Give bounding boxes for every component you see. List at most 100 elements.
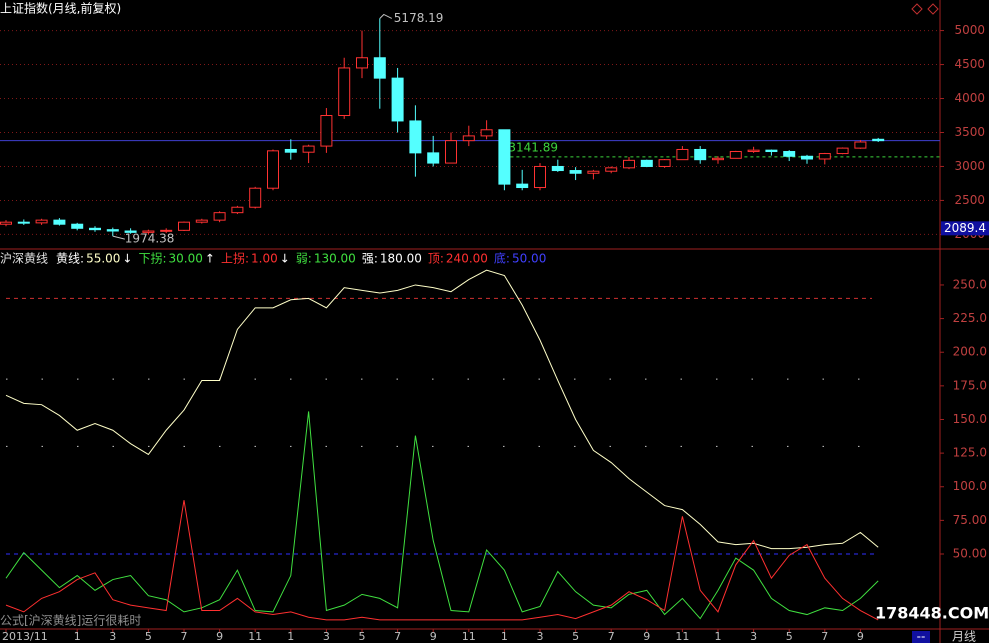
- legend-text: 180.00: [380, 252, 422, 266]
- candle-body: [338, 67, 351, 117]
- cursor-label: 2089.4: [944, 221, 986, 235]
- x-tick-label: 2013/11: [2, 630, 48, 643]
- status-text: 公式[沪深黄线]运行很耗时: [0, 614, 141, 628]
- candle-body: [534, 165, 546, 189]
- legend-text: 130.00: [314, 252, 356, 266]
- cursor-box: [941, 221, 989, 236]
- x-tick-label: 9: [430, 630, 437, 643]
- window-icon[interactable]: [927, 3, 939, 15]
- indicator-line: [5, 500, 879, 621]
- y-tick-label: 3500: [954, 125, 985, 139]
- y-tick-label: 2500: [954, 193, 985, 207]
- candle-body: [124, 230, 137, 233]
- candle-body: [160, 229, 173, 232]
- legend-text: 黄线:: [56, 252, 84, 266]
- candle-body: [623, 159, 635, 169]
- legend-text: 50.00: [512, 252, 546, 266]
- candle-body: [356, 57, 368, 69]
- legend-text: ↓: [280, 252, 290, 266]
- candle-body: [747, 149, 760, 153]
- candle-body: [89, 227, 101, 231]
- legend-text: 沪深黄线: [0, 252, 48, 266]
- legend-text: 上拐:: [221, 251, 249, 266]
- candle-body: [320, 115, 333, 147]
- x-tick-label: 7: [608, 630, 615, 643]
- candle-body: [71, 223, 84, 229]
- x-tick-label: 9: [857, 630, 864, 643]
- x-tick-label: 5: [145, 630, 152, 643]
- candle-body: [498, 129, 511, 185]
- candle-body: [427, 152, 440, 164]
- chart-title: 上证指数(月线,前复权): [0, 1, 121, 16]
- x-tick-label: 11: [462, 630, 476, 643]
- reference-label: 3141.89: [508, 140, 558, 154]
- legend-text: 下拐:: [138, 251, 166, 266]
- max-pointer: [379, 13, 393, 19]
- y-tick-label: 200.0: [953, 345, 987, 359]
- candle-body: [836, 147, 849, 155]
- candle-body: [17, 221, 30, 224]
- candle-body: [391, 77, 404, 122]
- x-tick-label: 3: [109, 630, 116, 643]
- window-icon[interactable]: [911, 3, 923, 15]
- x-tick-label: 1: [74, 630, 81, 643]
- candle-body: [783, 151, 796, 157]
- legend-text: 30.00: [169, 252, 203, 266]
- period-label[interactable]: 月线: [952, 630, 976, 643]
- placeholder-box[interactable]: [912, 631, 930, 643]
- watermark: 178448.COM: [875, 604, 989, 623]
- candle-body: [480, 129, 493, 137]
- x-tick-label: 11: [675, 630, 689, 643]
- y-tick-label: 100.0: [953, 479, 987, 493]
- candle-body: [195, 219, 208, 223]
- candle-body: [213, 212, 226, 221]
- y-tick-label: 75.00: [953, 513, 987, 527]
- candle-body: [35, 219, 48, 224]
- candle-body: [302, 145, 315, 153]
- candle-body: [231, 206, 244, 214]
- x-tick-label: 3: [323, 630, 330, 643]
- y-tick-label: 50.00: [953, 547, 987, 561]
- y-tick-label: 250.0: [953, 277, 987, 291]
- x-tick-label: 1: [715, 630, 722, 643]
- candle-body: [712, 157, 724, 161]
- candle-body: [658, 159, 671, 167]
- candle-body: [142, 230, 155, 233]
- x-tick-label: 5: [359, 630, 366, 643]
- x-tick-label: 1: [501, 630, 508, 643]
- candle-body: [445, 140, 457, 164]
- y-tick-label: 3000: [954, 159, 985, 173]
- placeholder[interactable]: --: [917, 630, 926, 643]
- candle-body: [801, 155, 813, 160]
- legend-text: 240.00: [446, 252, 488, 266]
- candle-body: [569, 170, 582, 174]
- candle-body: [765, 149, 778, 153]
- y-tick-label: 150.0: [953, 412, 987, 426]
- candle-body: [516, 183, 529, 189]
- candle-body: [178, 221, 190, 231]
- x-tick-label: 9: [643, 630, 650, 643]
- x-tick-label: 3: [537, 630, 544, 643]
- y-tick-label: 5000: [954, 23, 985, 37]
- x-tick-label: 7: [821, 630, 828, 643]
- candle-body: [872, 138, 885, 142]
- x-tick-label: 5: [572, 630, 579, 643]
- candle-body: [640, 159, 653, 167]
- x-tick-label: 7: [181, 630, 188, 643]
- candle-body: [106, 229, 119, 232]
- y-tick-label: 125.0: [953, 446, 987, 460]
- legend-text: ↑: [205, 252, 215, 266]
- candle-body: [551, 165, 564, 172]
- x-tick-label: 7: [394, 630, 401, 643]
- min-pointer: [112, 235, 125, 240]
- legend-text: 底:: [494, 251, 510, 266]
- indicator-line: [5, 411, 879, 620]
- candle-body: [587, 170, 600, 174]
- legend-text: ↓: [122, 252, 132, 266]
- y-tick-label: 175.0: [953, 378, 987, 392]
- candle-body: [854, 141, 867, 149]
- y-tick-label: 4500: [954, 57, 985, 71]
- candle-body: [53, 219, 66, 225]
